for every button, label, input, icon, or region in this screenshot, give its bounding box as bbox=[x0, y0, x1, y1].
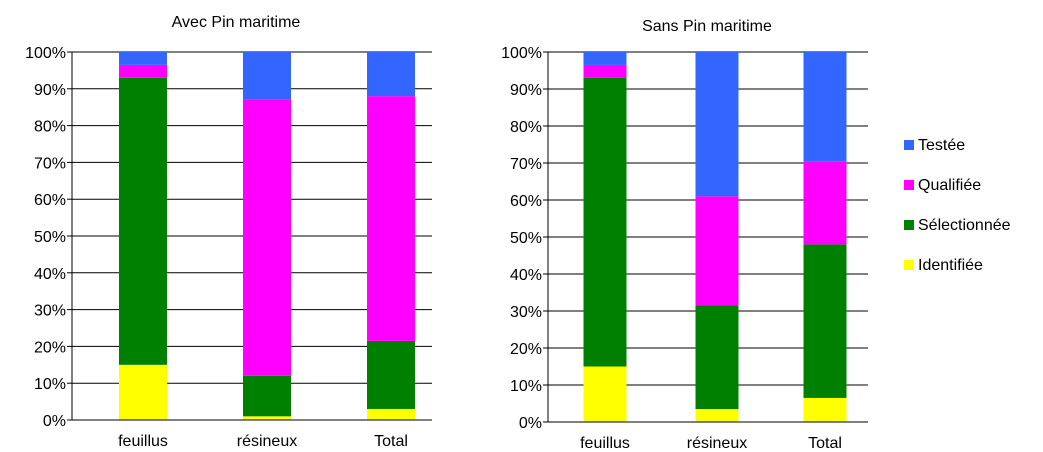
chart-1-ytick-label: 0% bbox=[43, 413, 66, 430]
chart-2-xtick-label: feuillus bbox=[580, 435, 630, 452]
chart-legend: Testée Qualifiée Sélectionnée Identifiée bbox=[904, 137, 1011, 274]
chart-1-ytick-label: 70% bbox=[34, 155, 66, 172]
chart-2-bar-Testée bbox=[583, 52, 627, 65]
legend-label: Testée bbox=[918, 137, 965, 154]
chart-2-ytick-label: 0% bbox=[519, 415, 542, 432]
chart-2-bar-Sélectionnée bbox=[803, 244, 847, 398]
chart-2-ytick-label: 70% bbox=[510, 156, 542, 173]
chart-2-xtick-label: Total bbox=[808, 435, 842, 452]
chart-2-bar-Qualifiée bbox=[803, 161, 847, 245]
chart-1-bar-Qualifiée bbox=[367, 96, 415, 341]
chart-1-xtick-label: Total bbox=[374, 433, 408, 450]
chart-1-bar-Testée bbox=[119, 52, 167, 65]
legend-label: Qualifiée bbox=[918, 177, 981, 194]
chart-1-bar-Sélectionnée bbox=[119, 77, 167, 365]
chart-2-bar-Testée bbox=[695, 52, 739, 197]
chart-2-ytick-label: 40% bbox=[510, 267, 542, 284]
chart-2-ytick-label: 10% bbox=[510, 378, 542, 395]
chart-1-bar-Identifiée bbox=[243, 416, 291, 420]
chart-1-xtick-label: résineux bbox=[237, 433, 297, 450]
chart-2-ytick-label: 20% bbox=[510, 341, 542, 358]
chart-1-bar-Sélectionnée bbox=[367, 340, 415, 409]
chart-1-xtick-label: feuillus bbox=[118, 433, 168, 450]
chart-1-ytick-label: 100% bbox=[25, 45, 66, 62]
chart-2-bar-Identifiée bbox=[583, 366, 627, 422]
chart-1-bar-Sélectionnée bbox=[243, 375, 291, 417]
chart-2-plot: 0% 10% 20% 30% 40% 50% 60% 70% 80% 90% 100% feuillu… bbox=[501, 45, 868, 452]
chart-1-ytick-label: 90% bbox=[34, 82, 66, 99]
legend-label: Sélectionnée bbox=[918, 217, 1011, 234]
chart-1-ytick-label: 10% bbox=[34, 376, 66, 393]
legend-swatch bbox=[904, 140, 914, 150]
chart-2-bar-Sélectionnée bbox=[695, 305, 739, 410]
chart-2-ytick-label: 90% bbox=[510, 82, 542, 99]
chart-2-title: Sans Pin maritime bbox=[642, 18, 772, 35]
chart-1-bar-Identifiée bbox=[119, 364, 167, 420]
legend-swatch bbox=[904, 180, 914, 190]
chart-1-ytick-label: 80% bbox=[34, 119, 66, 136]
chart-1-bar-Qualifiée bbox=[243, 99, 291, 376]
chart-1-bar-Qualifiée bbox=[119, 64, 167, 78]
chart-1-plot: 0% 10% 20% 30% 40% 50% 60% 70% 80% 90% 100% feuillu… bbox=[25, 45, 432, 450]
legend-swatch bbox=[904, 220, 914, 230]
legend-label: Identifiée bbox=[918, 257, 983, 274]
chart-2-ytick-label: 50% bbox=[510, 230, 542, 247]
chart-1-ytick-label: 60% bbox=[34, 192, 66, 209]
chart-1-ytick-label: 50% bbox=[34, 229, 66, 246]
chart-1-ytick-label: 20% bbox=[34, 339, 66, 356]
chart-1-bar-Identifiée bbox=[367, 408, 415, 420]
chart-1-bar-Testée bbox=[243, 52, 291, 100]
chart-2-bar-Qualifiée bbox=[695, 196, 739, 306]
chart-2-ytick-label: 30% bbox=[510, 304, 542, 321]
chart-2-bar-Qualifiée bbox=[583, 64, 627, 78]
chart-1-ytick-label: 30% bbox=[34, 303, 66, 320]
chart-2-bar-Identifiée bbox=[695, 409, 739, 422]
chart-2-bar-Sélectionnée bbox=[583, 77, 627, 367]
chart-2-bar-Testée bbox=[803, 52, 847, 162]
chart-1-ytick-label: 40% bbox=[34, 266, 66, 283]
legend-swatch bbox=[904, 260, 914, 270]
chart-2-ytick-label: 80% bbox=[510, 119, 542, 136]
chart-2-ytick-label: 100% bbox=[501, 45, 542, 62]
chart-2-bar-Identifiée bbox=[803, 397, 847, 422]
chart-2-ytick-label: 60% bbox=[510, 193, 542, 210]
chart-2-xtick-label: résineux bbox=[687, 435, 747, 452]
chart-1-bar-Testée bbox=[367, 52, 415, 97]
chart-1-title: Avec Pin maritime bbox=[172, 14, 301, 31]
